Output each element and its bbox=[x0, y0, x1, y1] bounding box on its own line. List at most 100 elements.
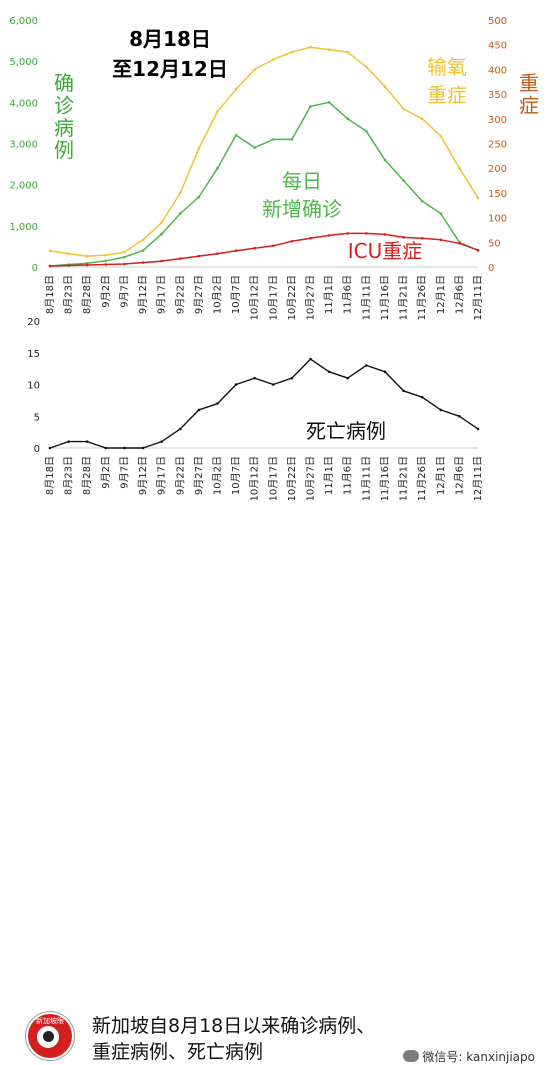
bottom-x-tick-label: 11月11日 bbox=[360, 456, 372, 500]
caption-line-1: 新加坡自8月18日以来确诊病例、 bbox=[92, 1015, 376, 1037]
wechat-id: 微信号: kanxinjiapo bbox=[403, 1048, 535, 1065]
right-tick-label: 50 bbox=[488, 238, 501, 249]
data-point bbox=[48, 249, 52, 252]
data-point bbox=[290, 138, 294, 141]
death-point bbox=[234, 383, 238, 386]
data-point bbox=[67, 252, 70, 255]
data-point bbox=[123, 262, 126, 266]
data-point bbox=[234, 133, 238, 137]
top-x-tick-label: 9月17日 bbox=[156, 275, 168, 314]
data-point bbox=[197, 195, 201, 199]
bottom-tick-label: 20 bbox=[27, 317, 40, 328]
left-axis-label-char: 确 bbox=[54, 71, 74, 95]
data-point bbox=[327, 101, 331, 104]
data-point bbox=[420, 117, 424, 121]
chart-title-line-1: 8月18日 bbox=[129, 27, 211, 51]
bottom-x-tick-label: 11月26日 bbox=[416, 456, 428, 500]
caption-line-2: 重症病例、死亡病例 bbox=[92, 1041, 264, 1063]
bottom-x-tick-label: 12月6日 bbox=[453, 456, 465, 495]
death-point bbox=[253, 376, 256, 380]
data-point bbox=[420, 199, 424, 203]
data-point bbox=[48, 264, 52, 268]
bottom-x-tick-label: 9月2日 bbox=[100, 456, 112, 489]
data-point bbox=[272, 58, 275, 61]
death-point bbox=[365, 364, 368, 367]
top-x-tick-label: 9月22日 bbox=[174, 275, 186, 314]
bottom-x-tick-label: 10月27日 bbox=[305, 456, 317, 500]
death-point bbox=[272, 383, 275, 386]
bottom-x-tick-label: 12月11日 bbox=[472, 456, 484, 500]
data-point bbox=[178, 257, 182, 260]
data-point bbox=[123, 255, 126, 259]
data-point bbox=[420, 237, 424, 240]
right-tick-label: 100 bbox=[488, 214, 507, 225]
series-label-oxygen: 重症 bbox=[427, 83, 467, 107]
top-x-tick-label: 11月21日 bbox=[398, 275, 410, 320]
left-tick-label: 6,000 bbox=[9, 16, 38, 27]
data-point bbox=[141, 238, 145, 242]
death-point bbox=[309, 357, 312, 361]
data-point bbox=[234, 249, 238, 252]
death-point bbox=[216, 402, 219, 405]
bottom-x-tick-label: 9月12日 bbox=[137, 456, 149, 495]
bottom-x-tick-label: 9月17日 bbox=[156, 456, 168, 495]
data-point bbox=[290, 240, 294, 243]
data-point bbox=[383, 233, 387, 236]
right-tick-label: 250 bbox=[488, 140, 507, 151]
bottom-tick-label: 5 bbox=[34, 412, 40, 423]
data-point bbox=[476, 248, 480, 252]
data-point bbox=[253, 246, 256, 250]
death-point bbox=[160, 440, 163, 443]
top-x-tick-label: 9月27日 bbox=[193, 275, 205, 314]
bottom-x-tick-label: 10月12日 bbox=[249, 456, 261, 500]
data-point bbox=[253, 68, 256, 71]
data-point bbox=[439, 238, 443, 242]
top-x-tick-label: 12月11日 bbox=[472, 275, 484, 320]
left-axis-label-char: 病 bbox=[54, 116, 74, 140]
data-point bbox=[346, 50, 350, 54]
chart-title-line-2: 至12月12日 bbox=[112, 57, 228, 81]
bottom-x-tick-label: 9月27日 bbox=[193, 456, 205, 495]
data-point bbox=[290, 50, 294, 54]
death-point bbox=[48, 446, 52, 450]
right-tick-label: 400 bbox=[488, 65, 507, 76]
data-point bbox=[365, 232, 368, 235]
series-line bbox=[49, 232, 479, 267]
data-point bbox=[104, 253, 108, 257]
data-point bbox=[160, 221, 163, 224]
covid-charts: 01,0002,0003,0004,0005,0006,000050100150… bbox=[9, 16, 539, 500]
data-point bbox=[439, 134, 443, 138]
bottom-x-tick-label: 11月1日 bbox=[323, 456, 335, 495]
top-x-tick-label: 11月6日 bbox=[342, 275, 354, 314]
death-point bbox=[420, 395, 424, 399]
series-line bbox=[49, 101, 479, 267]
data-point bbox=[476, 196, 480, 200]
data-point bbox=[216, 252, 219, 255]
bottom-x-tick-label: 8月23日 bbox=[63, 456, 75, 495]
data-point bbox=[402, 179, 405, 182]
bottom-x-tick-label: 10月22日 bbox=[286, 456, 298, 500]
series-line bbox=[49, 46, 479, 257]
data-point bbox=[346, 117, 350, 121]
top-x-tick-label: 8月23日 bbox=[63, 275, 75, 314]
series-label-new-cases: 新增确诊 bbox=[262, 197, 342, 221]
top-x-tick-label: 11月16日 bbox=[379, 275, 391, 320]
data-point bbox=[327, 234, 331, 237]
bottom-x-tick-label: 9月7日 bbox=[118, 456, 130, 489]
footer: 新加坡眼 新加坡自8月18日以来确诊病例、 重症病例、死亡病例 微信号: kan… bbox=[0, 500, 549, 1064]
top-x-tick-label: 10月7日 bbox=[230, 275, 242, 314]
bottom-x-tick-label: 8月28日 bbox=[81, 456, 93, 495]
top-x-tick-label: 10月2日 bbox=[212, 275, 224, 314]
data-point bbox=[234, 87, 238, 91]
top-x-tick-label: 9月2日 bbox=[100, 275, 112, 308]
right-tick-label: 200 bbox=[488, 164, 507, 175]
deaths-line bbox=[49, 358, 479, 449]
left-tick-label: 1,000 bbox=[9, 222, 38, 233]
right-tick-label: 150 bbox=[488, 189, 507, 200]
top-x-tick-label: 8月18日 bbox=[44, 275, 56, 314]
data-point bbox=[383, 85, 387, 88]
source-logo: 新加坡眼 bbox=[26, 1012, 74, 1060]
death-point bbox=[476, 427, 480, 431]
data-point bbox=[197, 147, 201, 150]
data-point bbox=[365, 65, 368, 69]
